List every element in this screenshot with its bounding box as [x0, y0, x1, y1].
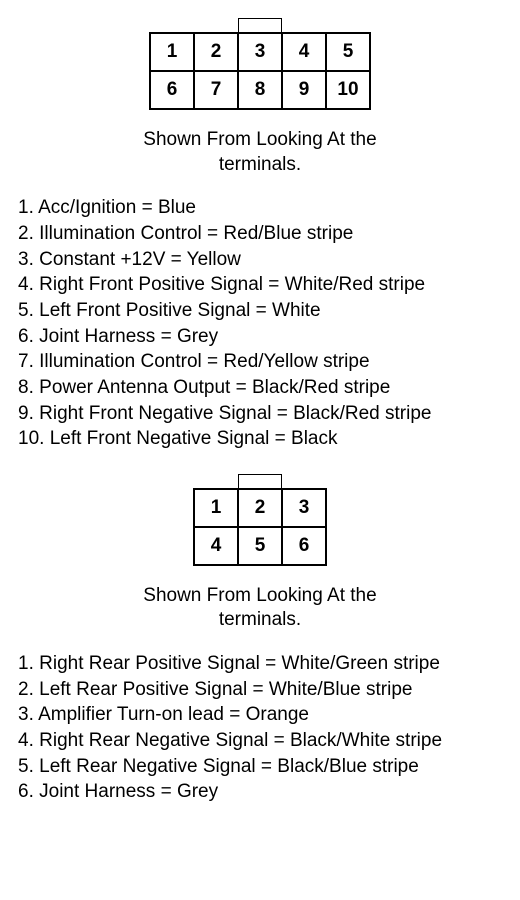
caption-line: terminals.	[219, 154, 301, 175]
pin-label: Left Front Positive Signal = White	[39, 300, 320, 321]
pin-row: 5. Left Front Positive Signal = White	[18, 298, 502, 324]
pin-cell: 7	[194, 71, 238, 109]
connector-1-grid: 1 2 3 4 5 6 7 8 9 10	[149, 32, 371, 110]
pin-cell: 3	[282, 489, 326, 527]
pin-num: 3.	[18, 704, 34, 725]
pin-cell: 2	[238, 489, 282, 527]
pin-num: 5.	[18, 756, 34, 777]
connector-2-caption: Shown From Looking At the terminals.	[18, 584, 502, 633]
pin-row: 6. Joint Harness = Grey	[18, 779, 502, 805]
pin-label: Joint Harness = Grey	[39, 781, 218, 802]
connector-2-grid: 1 2 3 4 5 6	[193, 488, 327, 566]
pin-cell: 10	[326, 71, 370, 109]
pin-num: 8.	[18, 377, 34, 398]
pin-label: Left Rear Positive Signal = White/Blue s…	[39, 679, 412, 700]
pin-row: 3. Amplifier Turn-on lead = Orange	[18, 702, 502, 728]
pin-label: Constant +12V = Yellow	[39, 249, 241, 270]
pin-num: 3.	[18, 249, 34, 270]
pin-row: 5. Left Rear Negative Signal = Black/Blu…	[18, 754, 502, 780]
pin-cell: 6	[282, 527, 326, 565]
pin-row: 9. Right Front Negative Signal = Black/R…	[18, 401, 502, 427]
pin-row: 4. Right Rear Negative Signal = Black/Wh…	[18, 728, 502, 754]
pin-num: 2.	[18, 679, 34, 700]
connector-1-pinlist: 1. Acc/Ignition = Blue 2. Illumination C…	[18, 195, 502, 451]
pin-row: 2. Left Rear Positive Signal = White/Blu…	[18, 677, 502, 703]
pin-cell: 6	[150, 71, 194, 109]
connector-2: 1 2 3 4 5 6	[193, 474, 327, 566]
pin-num: 6.	[18, 326, 34, 347]
pin-row: 4. Right Front Positive Signal = White/R…	[18, 272, 502, 298]
pin-label: Left Rear Negative Signal = Black/Blue s…	[39, 756, 419, 777]
pin-num: 9.	[18, 403, 34, 424]
pin-num: 4.	[18, 730, 34, 751]
pin-label: Illumination Control = Red/Blue stripe	[39, 223, 353, 244]
connector-1: 1 2 3 4 5 6 7 8 9 10	[149, 18, 371, 110]
pin-row: 2. Illumination Control = Red/Blue strip…	[18, 221, 502, 247]
connector-1-caption: Shown From Looking At the terminals.	[18, 128, 502, 177]
connector-2-tab	[238, 474, 282, 488]
pin-label: Amplifier Turn-on lead = Orange	[38, 704, 309, 725]
pin-cell: 4	[194, 527, 238, 565]
pin-num: 7.	[18, 351, 34, 372]
pin-num: 4.	[18, 274, 34, 295]
pin-label: Joint Harness = Grey	[39, 326, 218, 347]
pin-num: 1.	[18, 197, 34, 218]
pin-row: 10. Left Front Negative Signal = Black	[18, 426, 502, 452]
pin-label: Right Front Positive Signal = White/Red …	[39, 274, 425, 295]
pin-cell: 2	[194, 33, 238, 71]
pin-row: 7. Illumination Control = Red/Yellow str…	[18, 349, 502, 375]
pin-num: 5.	[18, 300, 34, 321]
pin-cell: 4	[282, 33, 326, 71]
pin-row: 8. Power Antenna Output = Black/Red stri…	[18, 375, 502, 401]
pin-num: 6.	[18, 781, 34, 802]
pin-label: Illumination Control = Red/Yellow stripe	[39, 351, 369, 372]
pin-row: 1. Acc/Ignition = Blue	[18, 195, 502, 221]
pin-label: Acc/Ignition = Blue	[38, 197, 196, 218]
pin-num: 2.	[18, 223, 34, 244]
pin-cell: 1	[150, 33, 194, 71]
caption-line: Shown From Looking At the	[143, 129, 376, 150]
connector-1-diagram: 1 2 3 4 5 6 7 8 9 10	[18, 18, 502, 110]
pin-cell: 5	[326, 33, 370, 71]
pin-cell: 3	[238, 33, 282, 71]
pin-row: 6. Joint Harness = Grey	[18, 324, 502, 350]
pin-num: 10.	[18, 428, 44, 449]
pin-cell: 8	[238, 71, 282, 109]
connector-2-diagram: 1 2 3 4 5 6	[18, 474, 502, 566]
pin-cell: 1	[194, 489, 238, 527]
connector-1-tab	[238, 18, 282, 32]
pin-row: 3. Constant +12V = Yellow	[18, 247, 502, 273]
pin-label: Right Rear Negative Signal = Black/White…	[39, 730, 442, 751]
pin-cell: 9	[282, 71, 326, 109]
caption-line: terminals.	[219, 609, 301, 630]
pin-label: Right Front Negative Signal = Black/Red …	[39, 403, 431, 424]
pin-label: Left Front Negative Signal = Black	[50, 428, 338, 449]
pin-label: Power Antenna Output = Black/Red stripe	[39, 377, 390, 398]
pin-cell: 5	[238, 527, 282, 565]
pin-num: 1.	[18, 653, 34, 674]
pin-label: Right Rear Positive Signal = White/Green…	[39, 653, 440, 674]
connector-2-pinlist: 1. Right Rear Positive Signal = White/Gr…	[18, 651, 502, 805]
pin-row: 1. Right Rear Positive Signal = White/Gr…	[18, 651, 502, 677]
caption-line: Shown From Looking At the	[143, 585, 376, 606]
